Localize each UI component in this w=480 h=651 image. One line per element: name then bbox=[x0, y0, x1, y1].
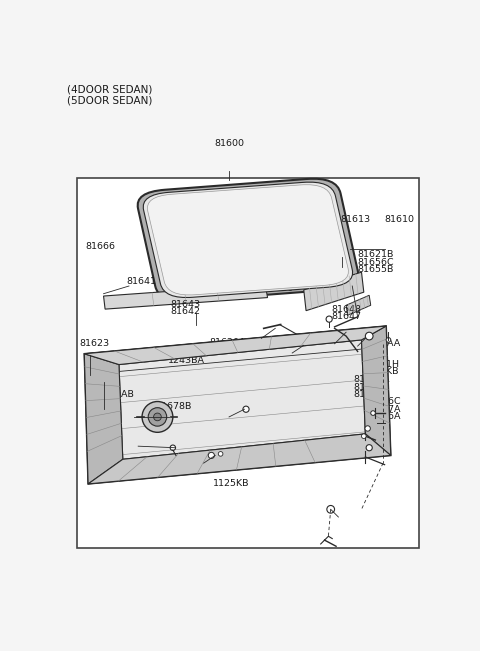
Polygon shape bbox=[346, 296, 371, 315]
Text: 1125KB: 1125KB bbox=[213, 478, 250, 488]
Text: 1243BA: 1243BA bbox=[168, 356, 205, 365]
Text: 81641: 81641 bbox=[126, 277, 156, 286]
Polygon shape bbox=[304, 272, 364, 311]
Circle shape bbox=[327, 505, 335, 513]
PathPatch shape bbox=[143, 182, 353, 298]
Circle shape bbox=[170, 445, 176, 450]
Text: 81648: 81648 bbox=[331, 305, 361, 314]
Bar bbox=[77, 178, 419, 548]
Circle shape bbox=[218, 452, 223, 456]
Text: 81620A: 81620A bbox=[209, 339, 246, 347]
Polygon shape bbox=[119, 340, 365, 459]
Polygon shape bbox=[88, 434, 391, 484]
Text: 1220AA: 1220AA bbox=[364, 339, 402, 348]
Circle shape bbox=[154, 413, 161, 421]
Text: 81600: 81600 bbox=[215, 139, 244, 148]
Polygon shape bbox=[104, 284, 267, 309]
Text: (5DOOR SEDAN): (5DOOR SEDAN) bbox=[67, 95, 153, 105]
Text: 81666: 81666 bbox=[85, 242, 115, 251]
Circle shape bbox=[148, 408, 167, 426]
Text: 81642: 81642 bbox=[170, 307, 200, 316]
Text: 81625E: 81625E bbox=[353, 390, 389, 399]
Text: 81697A: 81697A bbox=[364, 405, 401, 414]
Text: 81816C: 81816C bbox=[364, 398, 401, 406]
Text: 81617A: 81617A bbox=[353, 376, 390, 384]
Text: 81631: 81631 bbox=[91, 376, 121, 385]
Polygon shape bbox=[84, 326, 391, 484]
Circle shape bbox=[365, 332, 373, 340]
Text: 81696A: 81696A bbox=[364, 412, 401, 421]
Circle shape bbox=[361, 434, 366, 439]
Circle shape bbox=[142, 402, 173, 432]
Text: (4DOOR SEDAN): (4DOOR SEDAN) bbox=[67, 84, 153, 94]
Text: 81626E: 81626E bbox=[353, 383, 389, 392]
Text: 69226: 69226 bbox=[264, 284, 294, 293]
Circle shape bbox=[326, 316, 332, 322]
Text: 81647: 81647 bbox=[331, 312, 361, 321]
Circle shape bbox=[366, 445, 372, 450]
Text: 13375: 13375 bbox=[270, 447, 300, 456]
PathPatch shape bbox=[147, 185, 348, 295]
Text: 81678B: 81678B bbox=[156, 402, 192, 411]
Text: 81613: 81613 bbox=[340, 215, 371, 224]
Circle shape bbox=[208, 452, 215, 458]
Text: 81655B: 81655B bbox=[357, 264, 393, 273]
PathPatch shape bbox=[138, 179, 358, 301]
Circle shape bbox=[243, 406, 249, 412]
Text: 81610: 81610 bbox=[384, 215, 415, 224]
Circle shape bbox=[386, 338, 391, 342]
Polygon shape bbox=[361, 326, 391, 456]
Text: 81621B: 81621B bbox=[357, 250, 393, 259]
Text: 81623: 81623 bbox=[80, 339, 110, 348]
Polygon shape bbox=[84, 353, 123, 484]
Polygon shape bbox=[84, 326, 386, 365]
Text: 81656C: 81656C bbox=[357, 258, 394, 267]
Text: 1220AB: 1220AB bbox=[98, 391, 135, 400]
Text: 81643: 81643 bbox=[170, 300, 200, 309]
Text: 81622B: 81622B bbox=[257, 339, 293, 347]
Text: 81671H: 81671H bbox=[362, 361, 399, 369]
Circle shape bbox=[365, 426, 371, 431]
Circle shape bbox=[371, 411, 375, 415]
Text: 1125KB: 1125KB bbox=[362, 367, 399, 376]
